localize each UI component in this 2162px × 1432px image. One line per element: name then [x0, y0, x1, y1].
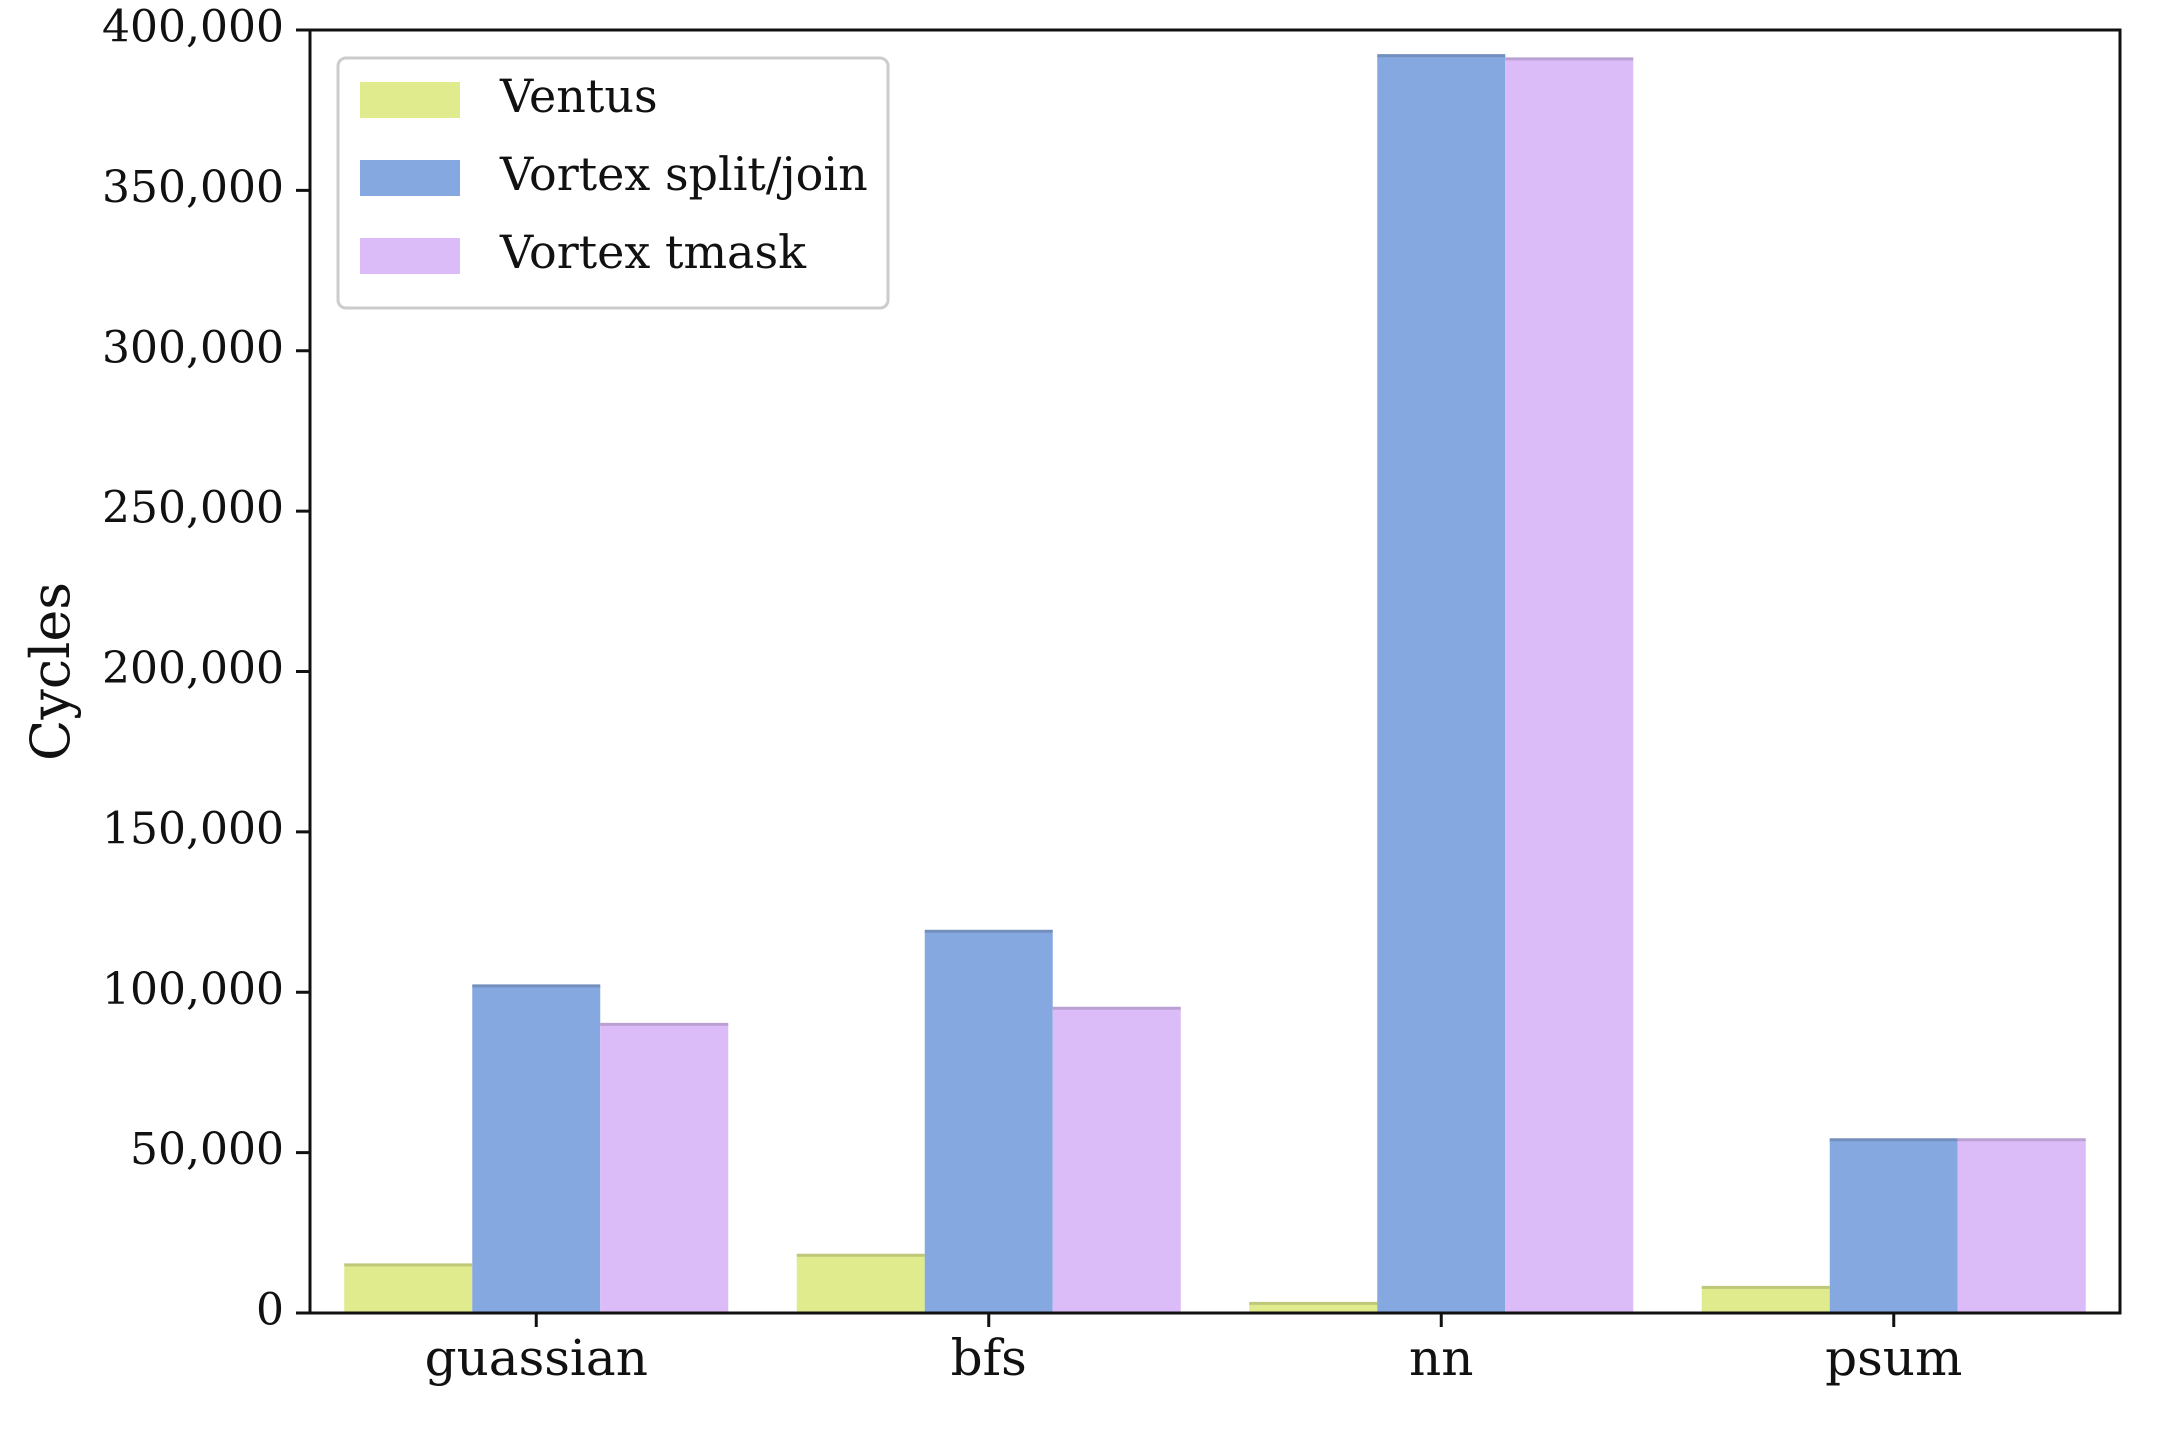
y-axis: 0 50,000 100,000 150,000 200,000 250,000 300,0… [102, 2, 310, 1336]
y-tick-label: 150,000 [102, 803, 284, 854]
legend-label: Vortex split/join [499, 147, 868, 201]
bar-vortex-split-join-psum [1829, 1139, 1958, 1313]
bar-vortex-tmask-bfs [1052, 1008, 1181, 1313]
y-tick-label: 400,000 [102, 2, 284, 53]
y-axis-title: Cycles [19, 582, 82, 761]
x-axis: guassian bfs nn psum [425, 1313, 1962, 1387]
legend-label: Ventus [499, 69, 658, 123]
bar-vortex-tmask-psum [1957, 1139, 2086, 1313]
x-tick-label-guassian: guassian [425, 1329, 648, 1387]
bar-ventus-bfs [796, 1255, 925, 1313]
bar-vortex-split-join-bfs [924, 931, 1053, 1313]
y-tick-label: 250,000 [102, 483, 284, 534]
y-tick-label: 200,000 [102, 643, 284, 694]
legend-swatch-ventus [360, 82, 460, 118]
bars-layer [344, 54, 2086, 1313]
bar-ventus-guassian [344, 1264, 473, 1313]
bar-vortex-tmask-guassian [600, 1024, 729, 1313]
x-tick-label-nn: nn [1409, 1329, 1473, 1387]
plot-frame [308, 28, 2122, 1315]
legend-swatch-vortex-tmask [360, 238, 460, 274]
bar-vortex-split-join-guassian [472, 985, 601, 1313]
bar-vortex-tmask-nn [1505, 58, 1634, 1313]
y-tick-label: 350,000 [102, 162, 284, 213]
legend: Ventus Vortex split/join Vortex tmask [336, 56, 890, 310]
bar-ventus-psum [1701, 1287, 1830, 1313]
y-tick-label: 100,000 [102, 964, 284, 1015]
legend-box [336, 56, 890, 310]
legend-swatch-vortex-split-join [360, 160, 460, 196]
y-tick-label: 50,000 [130, 1124, 284, 1175]
bar-ventus-nn [1249, 1303, 1378, 1313]
y-tick-label: 0 [256, 1285, 284, 1336]
y-tick-label: 300,000 [102, 322, 284, 373]
x-tick-label-psum: psum [1825, 1329, 1962, 1387]
bar-vortex-split-join-nn [1377, 55, 1506, 1313]
x-tick-label-bfs: bfs [951, 1329, 1027, 1387]
legend-label: Vortex tmask [499, 225, 807, 279]
